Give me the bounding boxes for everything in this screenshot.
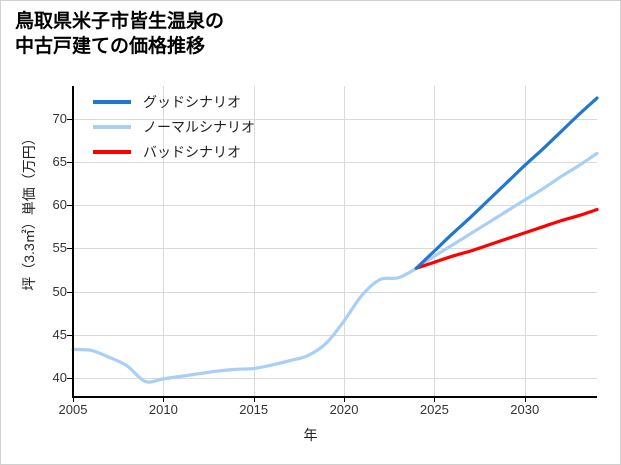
y-tick-label: 45 [52, 326, 67, 342]
x-tick-label: 2010 [148, 402, 178, 417]
x-tick-mark [73, 397, 74, 402]
series-line [414, 96, 599, 270]
y-tick-mark [67, 205, 72, 206]
y-tick-mark [67, 162, 72, 163]
legend-label: バッドシナリオ [143, 143, 241, 160]
series-line [71, 151, 599, 384]
y-tick-label: 40 [52, 369, 67, 385]
y-tick-label: 55 [52, 240, 67, 256]
page-title: 鳥取県米子市皆生温泉の 中古戸建ての価格推移 [15, 11, 225, 58]
y-tick-mark [67, 292, 72, 293]
y-tick-label: 65 [52, 154, 67, 170]
legend-label: ノーマルシナリオ [143, 118, 255, 135]
gridline-horizontal [73, 248, 597, 249]
x-tick-mark [254, 397, 255, 402]
y-tick-mark [67, 335, 72, 336]
gridline-vertical [344, 86, 345, 397]
x-tick-label: 2030 [510, 402, 540, 417]
gridline-vertical [434, 86, 435, 397]
y-tick-labels: 40 45 50 55 60 65 70 [37, 1, 67, 464]
gridline-vertical [163, 86, 164, 397]
gridline-horizontal [73, 162, 597, 163]
legend-item[interactable]: バッドシナリオ [93, 139, 313, 164]
legend-label: グッドシナリオ [143, 93, 241, 110]
x-axis-label: 年 [303, 427, 318, 443]
gridline-horizontal [73, 378, 597, 379]
legend-color-swatch [93, 124, 131, 129]
y-tick-label: 70 [52, 110, 67, 126]
x-tick-label: 2015 [239, 402, 269, 417]
gridline-vertical [525, 86, 526, 397]
gridline-horizontal [73, 205, 597, 206]
y-tick-label: 60 [52, 197, 67, 213]
x-tick-label: 2025 [419, 402, 449, 417]
legend-item[interactable]: グッドシナリオ [93, 89, 313, 114]
legend-color-swatch [93, 149, 131, 154]
x-tick-mark [163, 397, 164, 402]
y-tick-mark [67, 119, 72, 120]
x-tick-label: 2005 [58, 402, 88, 417]
gridline-vertical [254, 86, 255, 397]
x-tick-label: 2020 [329, 402, 359, 417]
plot-area [71, 86, 599, 397]
legend: グッドシナリオ ノーマルシナリオ バッドシナリオ [93, 89, 313, 164]
y-axis-label: 坪（3.3㎡）単価（万円） [21, 131, 37, 291]
gridline-horizontal [73, 119, 597, 120]
x-tick-mark [525, 397, 526, 402]
x-tick-mark [434, 397, 435, 402]
legend-color-swatch [93, 99, 131, 104]
x-axis-line [72, 396, 597, 398]
series-lines [71, 96, 599, 384]
y-axis-line [72, 86, 74, 398]
gridline-horizontal [73, 292, 597, 293]
series-line [414, 207, 599, 270]
y-tick-mark [67, 248, 72, 249]
y-tick-label: 50 [52, 283, 67, 299]
y-tick-mark [67, 378, 72, 379]
x-tick-mark [344, 397, 345, 402]
legend-item[interactable]: ノーマルシナリオ [93, 114, 313, 139]
